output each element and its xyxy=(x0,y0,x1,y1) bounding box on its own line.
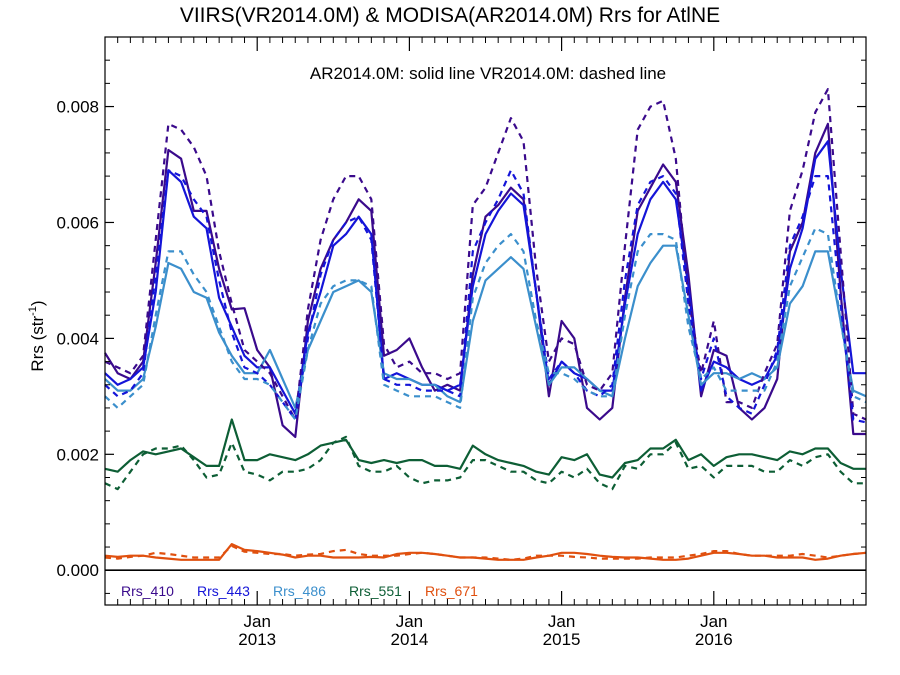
series-rrs-486-dashed xyxy=(104,227,867,421)
series-rrs-410-dashed xyxy=(104,88,867,421)
line-style-annotation: AR2014.0M: solid line VR2014.0M: dashed … xyxy=(310,64,666,83)
x-tick-year-label: 2013 xyxy=(238,630,276,649)
y-tick-label: 0.004 xyxy=(56,329,99,348)
ticks-layer: 0.0000.0020.0040.0060.008Jan2013Jan2014J… xyxy=(56,36,866,649)
x-tick-year-label: 2016 xyxy=(695,630,733,649)
y-axis-label: Rrs (str-1) xyxy=(27,300,47,371)
y-tick-label: 0.000 xyxy=(56,561,99,580)
y-tick-label: 0.008 xyxy=(56,98,99,117)
y-axis-label-close: ) xyxy=(28,300,47,306)
series-rrs-551-solid xyxy=(104,418,866,479)
y-tick-label: 0.002 xyxy=(56,445,99,464)
x-tick-month-label: Jan xyxy=(243,612,270,631)
legend-item-rrs-671: Rrs_671 xyxy=(425,583,478,599)
y-axis-label-main: Rrs (str xyxy=(28,316,47,372)
series-rrs-671-dashed xyxy=(104,544,867,561)
y-axis-label-exponent: -1 xyxy=(27,306,39,316)
series-rrs-443-dashed xyxy=(104,169,867,424)
series-rrs-486-solid xyxy=(104,244,867,409)
legend-item-rrs-410: Rrs_410 xyxy=(121,583,174,599)
legend: Rrs_410 Rrs_443 Rrs_486 Rrs_551 Rrs_671 xyxy=(121,583,478,599)
series-layer xyxy=(104,88,867,561)
plot-frame xyxy=(104,36,867,606)
x-tick-month-label: Jan xyxy=(396,612,423,631)
legend-item-rrs-551: Rrs_551 xyxy=(349,583,402,599)
legend-item-rrs-486: Rrs_486 xyxy=(273,583,326,599)
x-tick-month-label: Jan xyxy=(700,612,727,631)
x-tick-year-label: 2015 xyxy=(543,630,581,649)
x-tick-year-label: 2014 xyxy=(390,630,428,649)
x-tick-month-label: Jan xyxy=(548,612,575,631)
series-rrs-551-dashed xyxy=(104,435,866,491)
y-tick-label: 0.006 xyxy=(56,213,99,232)
legend-item-rrs-443: Rrs_443 xyxy=(197,583,250,599)
chart-title: VIIRS(VR2014.0M) & MODISA(AR2014.0M) Rrs… xyxy=(179,4,721,27)
